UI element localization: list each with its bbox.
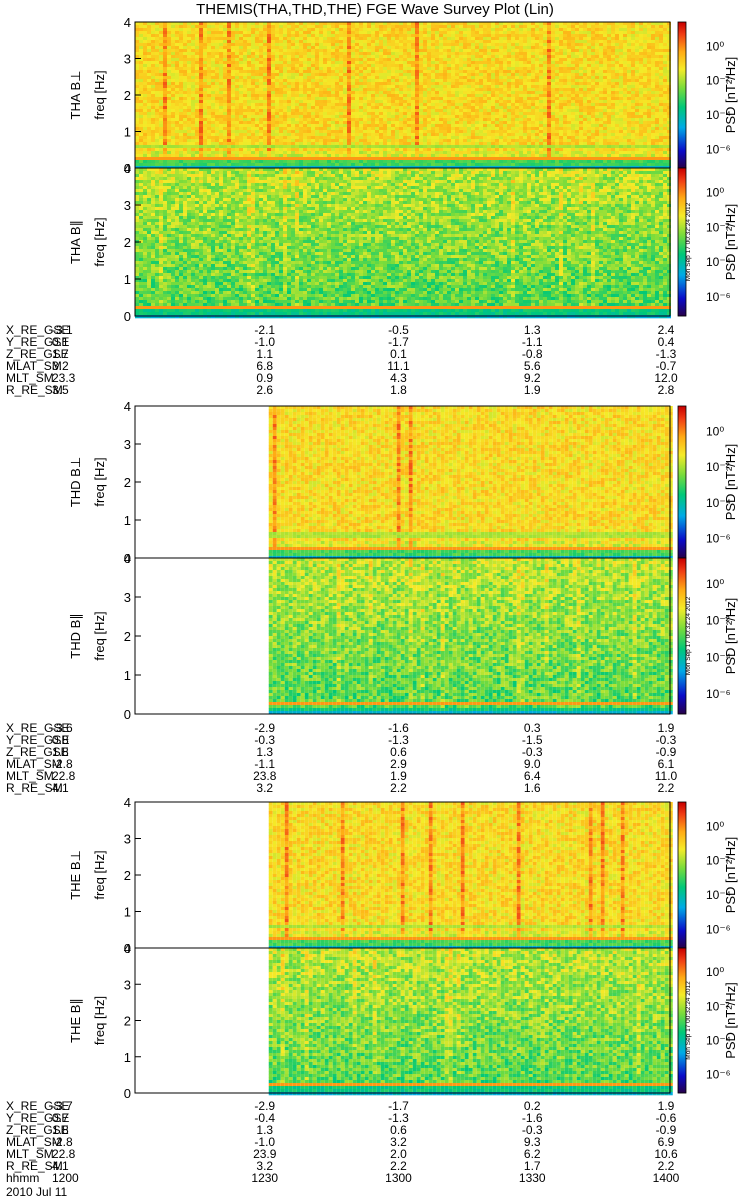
timestamp-stamp: Mon Sep 17 00:32:24 2012 (685, 202, 692, 281)
y-tick-label: 4 (124, 551, 131, 566)
colorbar-tick-label: 10⁰ (706, 186, 724, 200)
y-tick-label: 4 (124, 15, 131, 30)
spectrogram-figure: 01234THA B⊥ freq [Hz]10⁰10⁻²10⁻⁴10⁻⁶PSD [… (0, 0, 750, 1200)
y-tick-label: 1 (124, 272, 131, 287)
colorbar-tick-label: 10⁻⁶ (706, 922, 731, 936)
colorbar-tick-label: 10⁰ (706, 577, 724, 591)
spectrogram-cells (269, 948, 673, 1095)
ephemeris-value: 2.2 (658, 781, 675, 795)
colorbar-label: PSD [nT²/Hz] (723, 444, 738, 521)
ephemeris-value: 1400 (653, 1171, 680, 1185)
spectrogram-cells (269, 802, 673, 949)
colorbar-label: PSD [nT²/Hz] (723, 837, 738, 914)
y-tick-label: 2 (124, 1014, 131, 1029)
y-axis-label: freq [Hz] (92, 457, 107, 506)
y-tick-label: 4 (124, 941, 131, 956)
ephemeris-value: 1.6 (524, 781, 541, 795)
y-tick-label: 4 (124, 161, 131, 176)
y-tick-label: 2 (124, 475, 131, 490)
date-label: 2010 Jul 11 (6, 1185, 67, 1199)
colorbar-label: PSD [nT²/Hz] (723, 57, 738, 134)
y-tick-label: 2 (124, 868, 131, 883)
timestamp-stamp: Mon Sep 17 00:32:24 2012 (685, 596, 692, 675)
y-tick-label: 1 (124, 125, 131, 140)
y-tick-label: 1 (124, 513, 131, 528)
y-axis-label: freq [Hz] (92, 217, 107, 266)
colorbar-tick-label: 10⁻⁶ (706, 687, 731, 701)
ephemeris-value: 1330 (519, 1171, 546, 1185)
colorbar-tick-label: 10⁻⁶ (706, 290, 731, 304)
ephemeris-value: 3.5 (52, 383, 69, 397)
y-axis-label: freq [Hz] (92, 70, 107, 119)
colorbar-label: PSD [nT²/Hz] (723, 204, 738, 281)
colorbar-tick-label: 10⁻⁶ (706, 531, 731, 545)
y-tick-label: 1 (124, 905, 131, 920)
ephemeris-value: 2.6 (256, 383, 273, 397)
panel-label: THE B∥ (68, 998, 83, 1043)
ephemeris-value: 3.2 (256, 781, 273, 795)
colorbar-tick-label: 10⁰ (706, 39, 724, 53)
y-tick-label: 3 (124, 198, 131, 213)
y-tick-label: 3 (124, 590, 131, 605)
spectrogram-cells (135, 22, 671, 169)
ephemeris-value: 1300 (385, 1171, 412, 1185)
colorbar-tick-label: 10⁻⁶ (706, 1067, 731, 1081)
spectrogram-cells (269, 406, 673, 559)
y-tick-label: 2 (124, 88, 131, 103)
ephemeris-row-label: hhmm (6, 1171, 39, 1185)
spectrogram-cells (135, 168, 671, 318)
panel-label: THA B∥ (68, 220, 83, 264)
y-tick-label: 0 (124, 1086, 131, 1101)
y-tick-label: 4 (124, 795, 131, 810)
colorbar-label: PSD [nT²/Hz] (723, 598, 738, 675)
panel-label: THD B∥ (68, 613, 83, 659)
y-axis-label: freq [Hz] (92, 996, 107, 1045)
timestamp-stamp: Mon Sep 17 00:32:24 2012 (685, 981, 692, 1060)
y-axis-label: freq [Hz] (92, 850, 107, 899)
y-tick-label: 1 (124, 1050, 131, 1065)
ephemeris-value: 4.1 (52, 781, 69, 795)
y-axis-label: freq [Hz] (92, 611, 107, 660)
panel-label: THD B⊥ (68, 457, 83, 507)
colorbar-tick-label: 10⁰ (706, 819, 724, 833)
y-tick-label: 3 (124, 832, 131, 847)
y-tick-label: 3 (124, 977, 131, 992)
y-tick-label: 1 (124, 668, 131, 683)
y-tick-label: 3 (124, 437, 131, 452)
colorbar-tick-label: 10⁻⁶ (706, 142, 731, 156)
colorbar-tick-label: 10⁰ (706, 965, 724, 979)
y-tick-label: 2 (124, 629, 131, 644)
ephemeris-value: 1230 (251, 1171, 278, 1185)
panel-label: THE B⊥ (68, 850, 83, 900)
ephemeris-value: 2.8 (658, 383, 675, 397)
ephemeris-value: 1.9 (524, 383, 541, 397)
panel-label: THA B⊥ (68, 71, 83, 120)
colorbar-tick-label: 10⁰ (706, 424, 724, 438)
ephemeris-value: 2.2 (390, 781, 407, 795)
spectrogram-cells (269, 558, 673, 714)
y-tick-label: 0 (124, 309, 131, 324)
y-tick-label: 3 (124, 52, 131, 67)
colorbar-label: PSD [nT²/Hz] (723, 982, 738, 1059)
ephemeris-value: 1.8 (390, 383, 407, 397)
y-tick-label: 2 (124, 235, 131, 250)
y-tick-label: 4 (124, 399, 131, 414)
y-tick-label: 0 (124, 707, 131, 722)
ephemeris-value: 1200 (52, 1171, 79, 1185)
